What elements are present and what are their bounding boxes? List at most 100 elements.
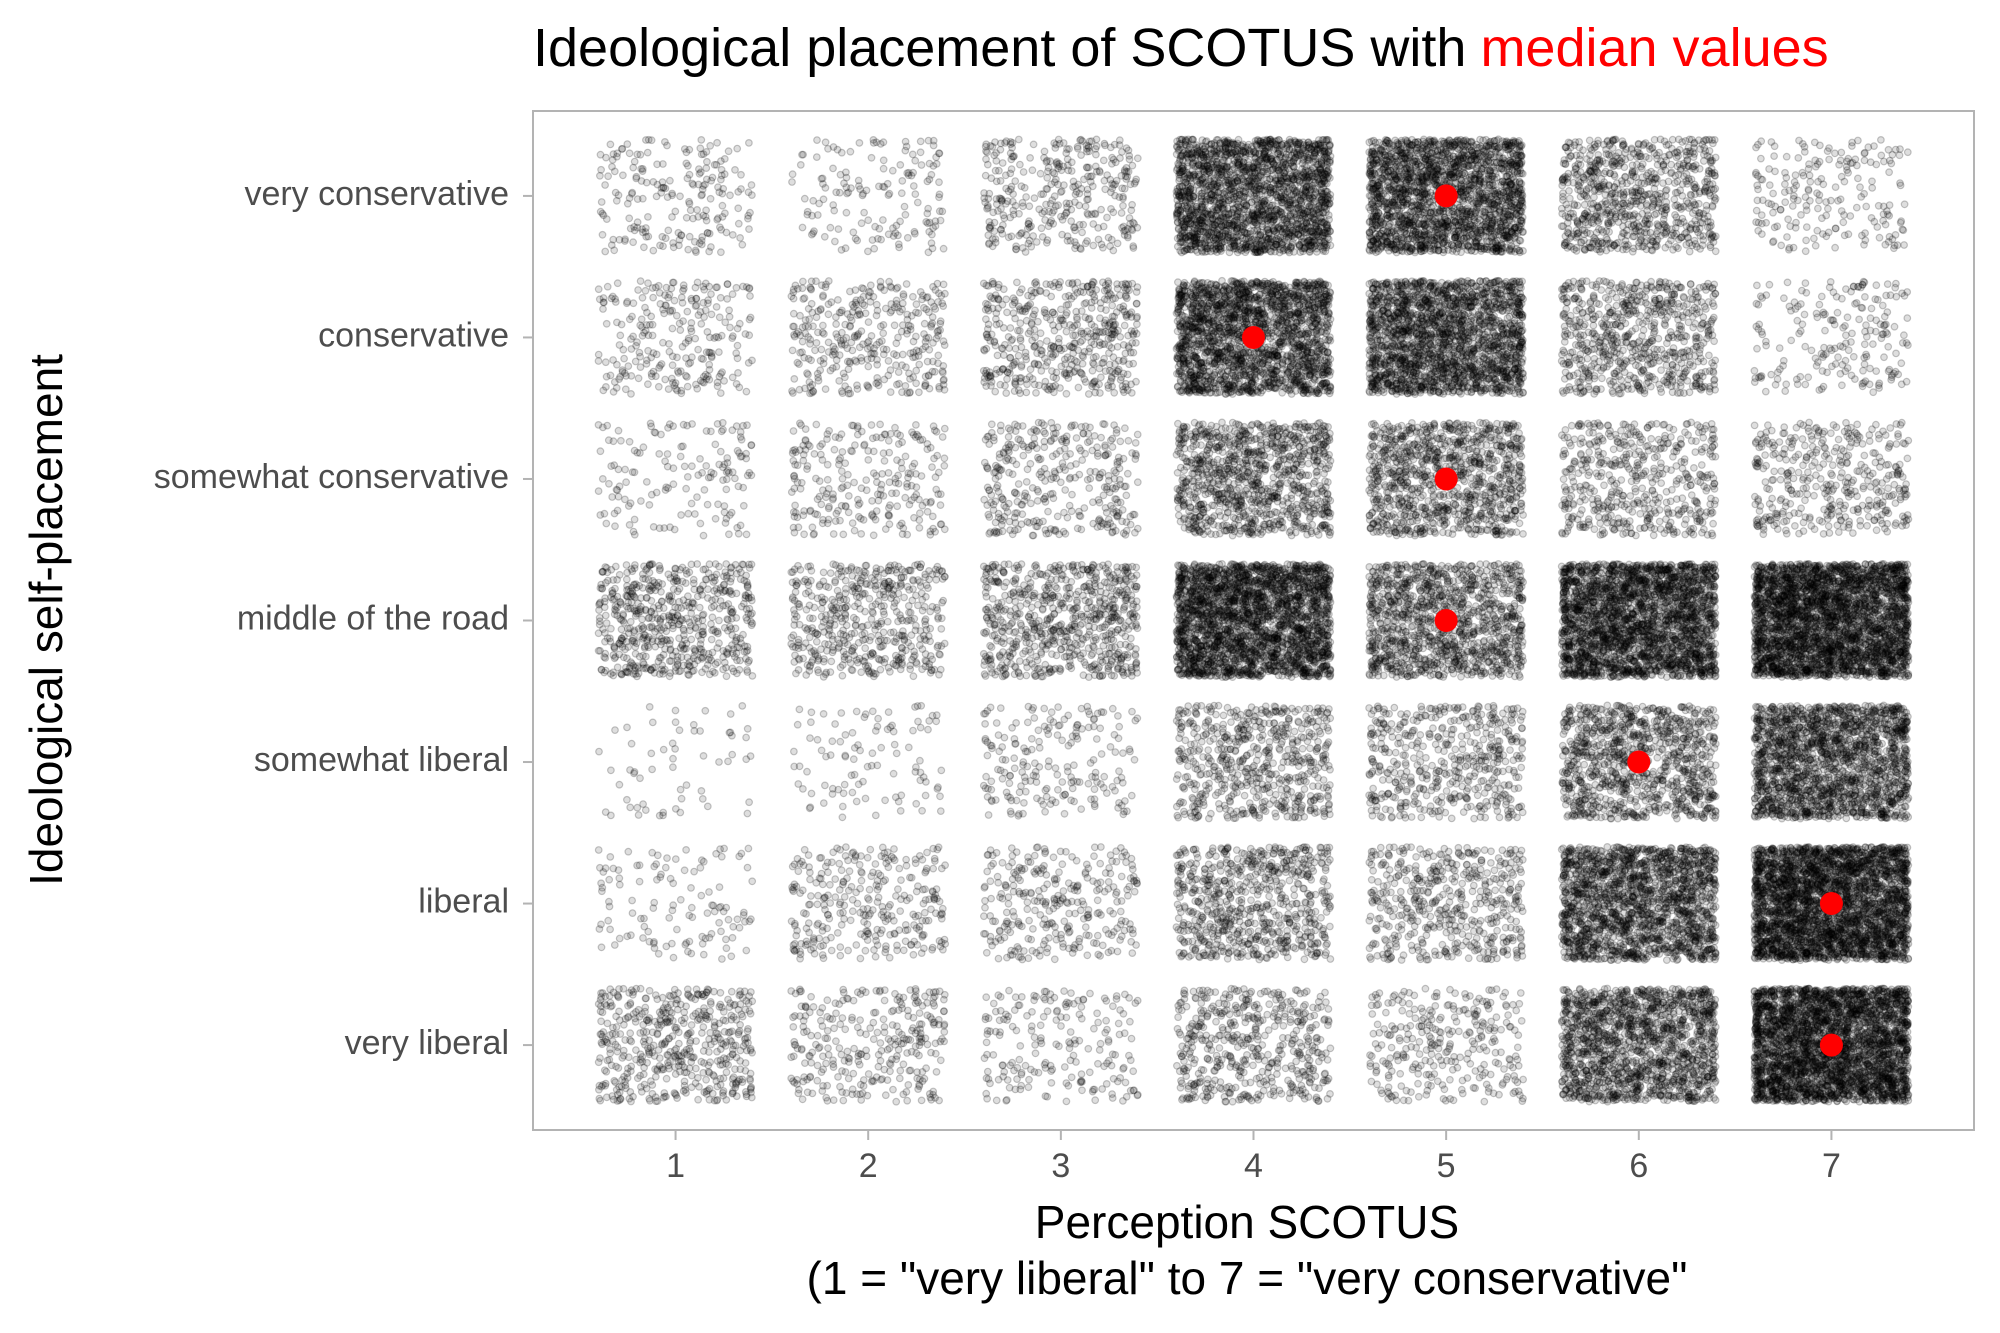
jitter-point (1479, 239, 1486, 246)
jitter-point (1508, 181, 1515, 188)
jitter-point (717, 224, 724, 231)
jitter-point (843, 169, 850, 176)
jitter-point (998, 206, 1005, 213)
jitter-point (1424, 153, 1431, 160)
jitter-point (707, 143, 714, 150)
jitter-point (1224, 172, 1231, 179)
jitter-point (832, 238, 839, 245)
jitter-point (1299, 166, 1306, 173)
jitter-point (1023, 194, 1030, 201)
jitter-cell (789, 137, 947, 256)
jitter-point (692, 247, 699, 254)
jitter-point (1037, 170, 1044, 177)
jitter-point (1303, 225, 1310, 232)
jitter-point (1368, 238, 1375, 245)
jitter-point (1131, 220, 1138, 227)
jitter-point (886, 190, 893, 197)
jitter-point (936, 150, 943, 157)
jitter-point (1310, 230, 1317, 237)
jitter-point (1119, 225, 1126, 232)
jitter-point (708, 244, 715, 251)
jitter-point (1223, 179, 1230, 186)
jitter-point (827, 224, 834, 231)
jitter-point (696, 166, 703, 173)
jitter-point (1120, 195, 1127, 202)
jitter-point (923, 219, 930, 226)
jitter-point (1269, 158, 1276, 165)
jitter-point (1072, 183, 1079, 190)
jitter-point (903, 143, 910, 150)
jitter-point (924, 178, 931, 185)
y-tick-label: somewhat conservative (154, 458, 509, 496)
jitter-point (1463, 156, 1470, 163)
jitter-point (1385, 169, 1392, 176)
jitter-point (1002, 140, 1009, 147)
jitter-point (1088, 138, 1095, 145)
jitter-point (675, 230, 682, 237)
jitter-point (929, 231, 936, 238)
jitter-point (1022, 249, 1029, 256)
jitter-point (1217, 246, 1224, 253)
jitter-point (833, 189, 840, 196)
jitter-point (1465, 194, 1472, 201)
jitter-point (683, 160, 690, 167)
jitter-point (983, 156, 990, 163)
jitter-point (838, 247, 845, 254)
jitter-point (789, 171, 796, 178)
jitter-point (683, 149, 690, 156)
jitter-point (1287, 211, 1294, 218)
jitter-point (1199, 176, 1206, 183)
jitter-point (1430, 144, 1437, 151)
jitter-point (1287, 199, 1294, 206)
jitter-point (704, 176, 711, 183)
jitter-point (1049, 210, 1056, 217)
jitter-point (1300, 139, 1307, 146)
jitter-point (1507, 217, 1514, 224)
jitter-point (1396, 141, 1403, 148)
jitter-point (911, 183, 918, 190)
jitter-point (830, 202, 837, 209)
jitter-point (715, 215, 722, 222)
jitter-point (917, 149, 924, 156)
jitter-point (1082, 203, 1089, 210)
jitter-point (1001, 215, 1008, 222)
jitter-point (598, 167, 605, 174)
jitter-point (1237, 205, 1244, 212)
jitter-point (1005, 234, 1012, 241)
jitter-point (918, 162, 925, 169)
jitter-point (1252, 170, 1259, 177)
jitter-point (1102, 186, 1109, 193)
jitter-point (669, 214, 676, 221)
jitter-point (1306, 155, 1313, 162)
jitter-point (939, 208, 946, 215)
jitter-point (843, 209, 850, 216)
jitter-point (1366, 139, 1373, 146)
jitter-point (1019, 230, 1026, 237)
jitter-point (664, 142, 671, 149)
jitter-point (1036, 206, 1043, 213)
jitter-point (1442, 147, 1449, 154)
jitter-point (1020, 169, 1027, 176)
jitter-point (1180, 164, 1187, 171)
jitter-point (1186, 218, 1193, 225)
jitter-point (1266, 195, 1273, 202)
jitter-point (1317, 164, 1324, 171)
jitter-point (1416, 214, 1423, 221)
jitter-point (1478, 248, 1485, 255)
jitter-point (1268, 202, 1275, 209)
jitter-point (1252, 159, 1259, 166)
jitter-point (1108, 144, 1115, 151)
jitter-point (1281, 164, 1288, 171)
jitter-point (660, 184, 667, 191)
jitter-point (1444, 179, 1451, 186)
jitter-point (1501, 160, 1508, 167)
jitter-point (685, 246, 692, 253)
jitter-point (1101, 157, 1108, 164)
jitter-point (1401, 156, 1408, 163)
jitter-point (1275, 236, 1282, 243)
jitter-point (1488, 244, 1495, 251)
jitter-point (725, 148, 732, 155)
jitter-point (1231, 241, 1238, 248)
jitter-point (789, 179, 796, 186)
jitter-point (993, 158, 1000, 165)
